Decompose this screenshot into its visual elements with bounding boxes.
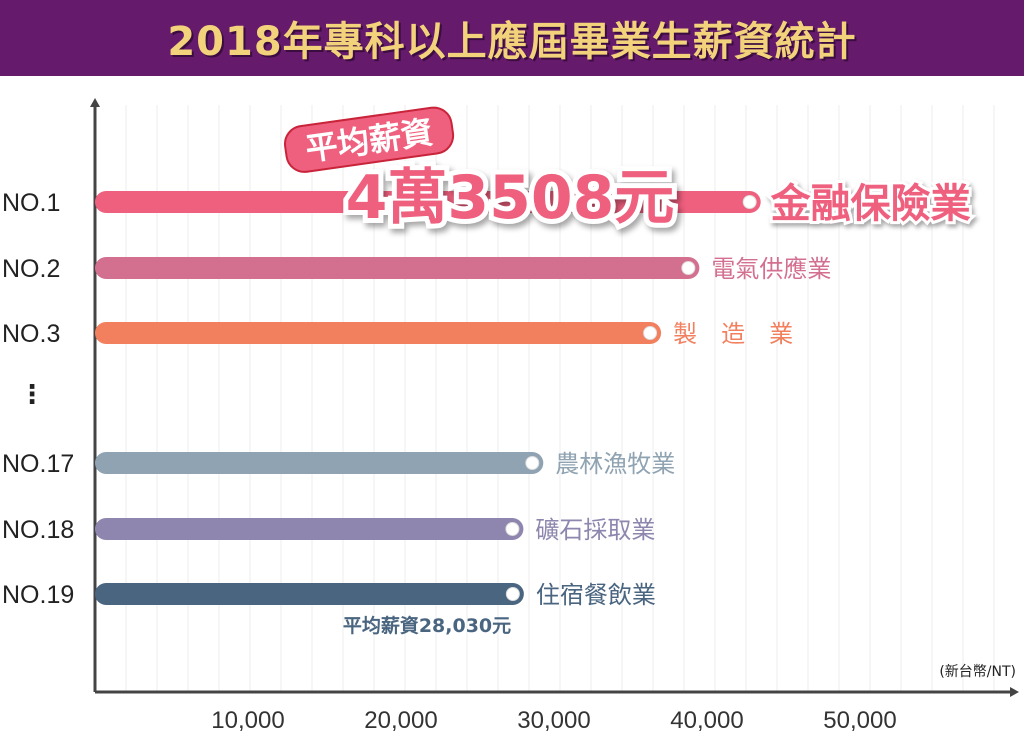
bar-end-dot-icon	[742, 195, 757, 209]
rank-label: NO.18	[2, 516, 74, 544]
x-tick-label: 50,000	[823, 707, 896, 734]
category-label: 電氣供應業	[711, 255, 831, 283]
category-label: 製 造 業	[673, 320, 793, 348]
page-title: 2018年專科以上應屆畢業生薪資統計	[167, 19, 857, 65]
category-label: 農林漁牧業	[555, 450, 675, 478]
bar-end-dot-icon	[505, 587, 520, 601]
unit-label: (新台幣/NT)	[939, 664, 1016, 680]
category-label: 礦石採取業	[535, 516, 655, 544]
bar-end-dot-icon	[681, 261, 696, 275]
bottom-average-salary: 平均薪資28,030元	[343, 614, 511, 637]
rank-label: NO.17	[2, 450, 74, 478]
x-axis-arrow-icon	[1010, 687, 1019, 697]
bar	[95, 191, 761, 213]
bar-end-dot-icon	[525, 456, 540, 470]
top-average-salary: 4萬3508元	[346, 163, 675, 233]
bar	[95, 322, 662, 344]
x-tick-label: 10,000	[211, 707, 284, 734]
rank-label: NO.2	[2, 255, 60, 283]
bar	[95, 518, 524, 540]
ellipsis: ⋮	[19, 380, 45, 410]
bar	[95, 583, 524, 605]
category-label: 住宿餐飲業	[536, 581, 656, 609]
badge-background	[283, 106, 455, 173]
title-bar: 2018年專科以上應屆畢業生薪資統計	[0, 0, 1024, 76]
bar	[95, 257, 700, 279]
x-tick-label: 30,000	[517, 707, 590, 734]
category-label: 金融保險業	[770, 181, 971, 227]
bar	[95, 452, 544, 474]
x-tick-label: 40,000	[670, 707, 743, 734]
bar-end-dot-icon	[643, 326, 658, 340]
y-axis-arrow-icon	[90, 98, 100, 107]
bar-end-dot-icon	[505, 522, 520, 536]
rank-label: NO.19	[2, 581, 74, 609]
x-tick-label: 20,000	[364, 707, 437, 734]
rank-label: NO.3	[2, 320, 60, 348]
rank-label: NO.1	[2, 189, 60, 217]
